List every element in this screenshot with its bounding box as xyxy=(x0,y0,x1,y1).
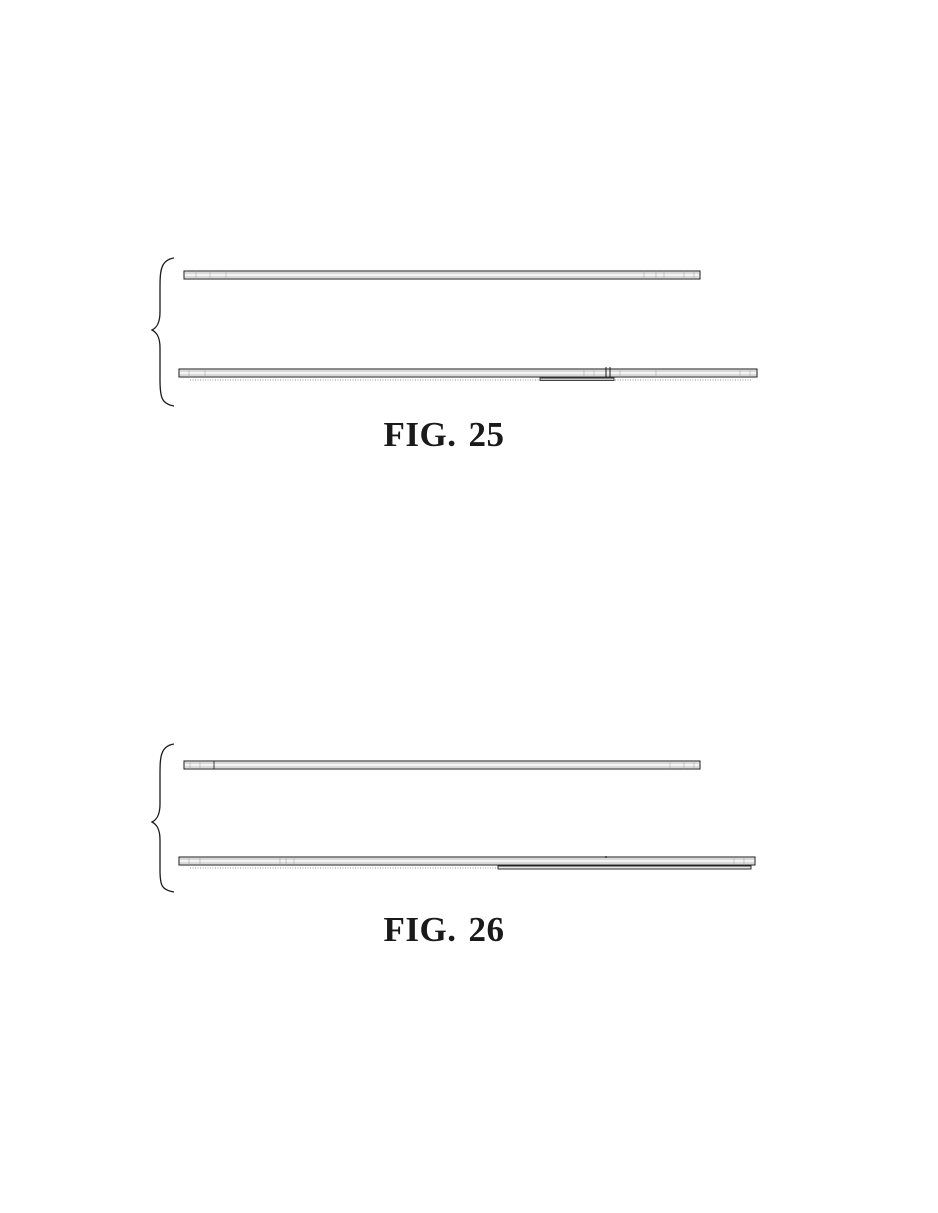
figure-label-word: FIG. xyxy=(384,910,457,949)
lower-plate xyxy=(179,856,755,869)
figure-26: FIG. 26 xyxy=(0,738,938,950)
figure-label-number: 25 xyxy=(468,415,504,454)
lower-plate xyxy=(179,367,757,381)
upper-plate xyxy=(184,761,700,769)
figure-label-word: FIG. xyxy=(384,415,457,454)
grouping-brace xyxy=(152,258,174,406)
figure-25: FIG. 25 xyxy=(0,250,938,460)
figure-label: FIG. 26 xyxy=(0,910,888,950)
figure-26-drawing xyxy=(0,738,938,903)
figure-25-drawing xyxy=(0,250,938,415)
grouping-brace xyxy=(152,744,174,892)
upper-plate xyxy=(184,271,700,279)
figure-label-number: 26 xyxy=(468,910,504,949)
figure-label: FIG. 25 xyxy=(0,415,888,455)
